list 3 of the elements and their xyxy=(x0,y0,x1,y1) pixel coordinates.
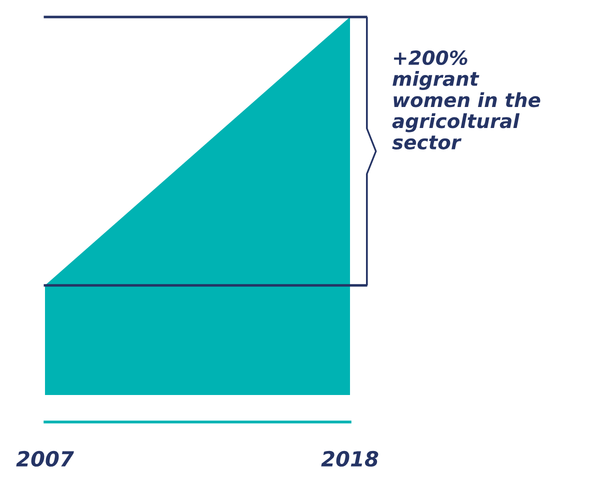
x-tick-label: 2007 xyxy=(16,450,74,467)
x-tick-label: 2018 xyxy=(321,450,378,467)
annotation: +200% migrant women in the agricoltural sector xyxy=(392,50,540,150)
